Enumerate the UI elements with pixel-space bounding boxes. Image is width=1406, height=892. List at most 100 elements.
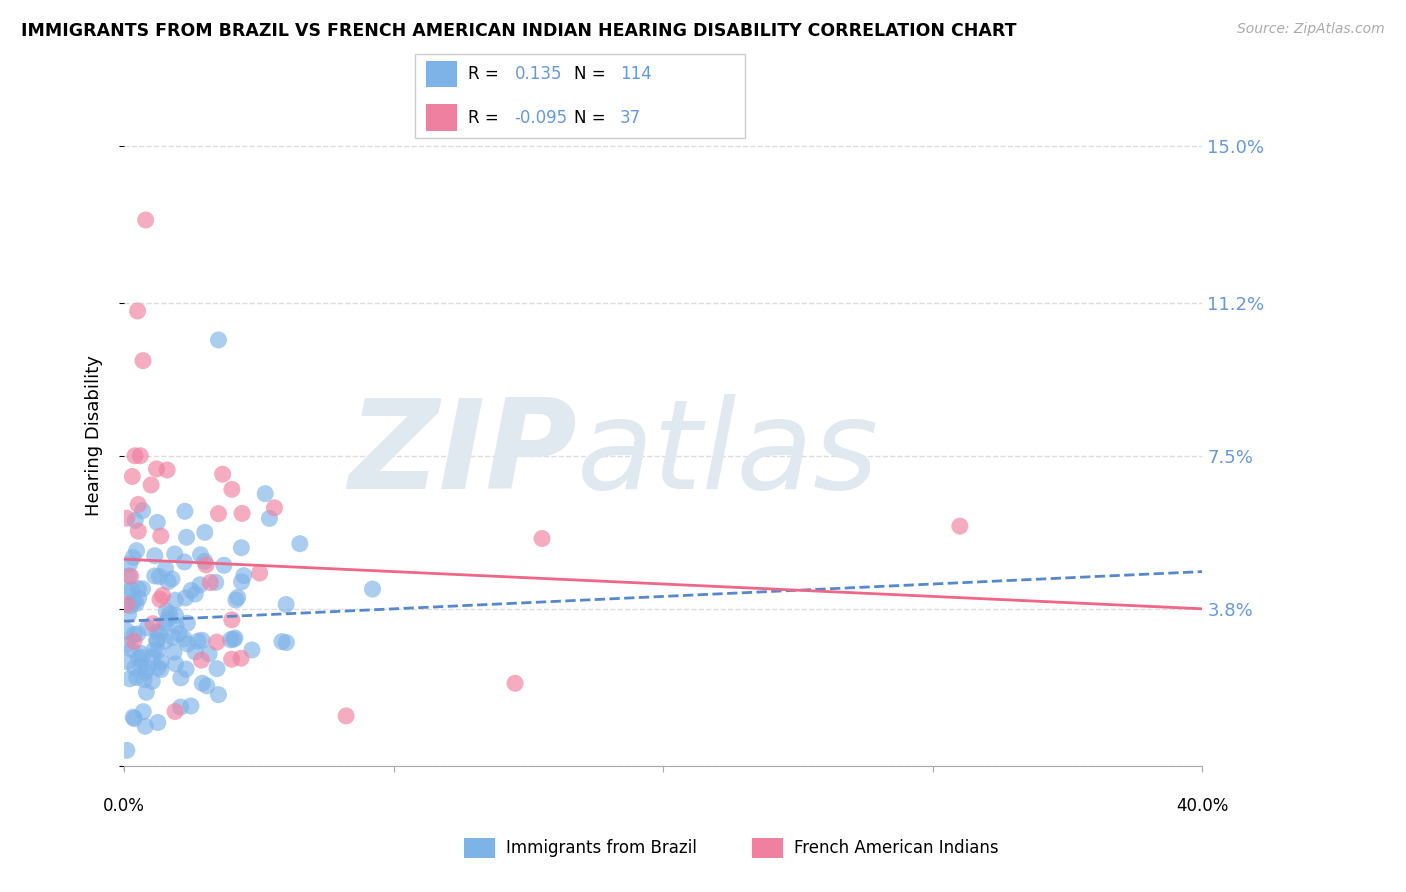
- Point: [263, 500, 285, 515]
- Point: [249, 566, 271, 580]
- Point: [115, 598, 138, 612]
- Point: [143, 642, 166, 657]
- Text: French American Indians: French American Indians: [794, 839, 1000, 857]
- Text: -0.095: -0.095: [515, 109, 568, 127]
- Point: [132, 353, 155, 368]
- Point: [157, 574, 180, 589]
- Point: [141, 674, 163, 689]
- Point: [143, 549, 166, 563]
- Point: [221, 613, 243, 627]
- Point: [127, 627, 149, 641]
- Point: [191, 676, 214, 690]
- Text: N =: N =: [574, 109, 605, 127]
- Point: [120, 569, 142, 583]
- Point: [231, 507, 253, 521]
- Point: [146, 644, 169, 658]
- Point: [163, 645, 186, 659]
- Point: [149, 529, 172, 543]
- Point: [115, 584, 138, 599]
- Point: [118, 557, 141, 571]
- Point: [125, 543, 148, 558]
- Point: [146, 660, 169, 674]
- Point: [118, 568, 141, 582]
- Point: [115, 743, 138, 757]
- Point: [122, 634, 145, 648]
- Point: [180, 698, 202, 713]
- Point: [211, 467, 233, 482]
- Point: [136, 621, 159, 635]
- Point: [163, 547, 186, 561]
- Point: [170, 671, 193, 685]
- Point: [222, 632, 245, 647]
- Point: [335, 709, 357, 723]
- Point: [231, 574, 253, 589]
- Point: [146, 516, 169, 530]
- Point: [288, 537, 311, 551]
- Point: [148, 569, 170, 583]
- Point: [240, 643, 263, 657]
- Point: [157, 612, 180, 626]
- Point: [361, 582, 384, 596]
- Point: [115, 624, 138, 638]
- Text: 114: 114: [620, 65, 652, 83]
- Text: Immigrants from Brazil: Immigrants from Brazil: [506, 839, 697, 857]
- Text: 37: 37: [620, 109, 641, 127]
- Point: [173, 632, 195, 646]
- Point: [117, 607, 139, 622]
- Point: [152, 589, 174, 603]
- Text: R =: R =: [468, 109, 499, 127]
- Point: [184, 587, 207, 601]
- Point: [135, 685, 157, 699]
- Point: [173, 555, 195, 569]
- Point: [207, 333, 229, 347]
- Point: [124, 514, 146, 528]
- Point: [127, 304, 149, 318]
- Point: [204, 575, 226, 590]
- Point: [165, 618, 187, 632]
- Point: [135, 213, 157, 227]
- Point: [205, 635, 228, 649]
- Point: [165, 608, 187, 623]
- Point: [153, 634, 176, 648]
- Point: [949, 519, 972, 533]
- Point: [219, 632, 242, 647]
- Point: [132, 705, 155, 719]
- Point: [122, 710, 145, 724]
- Point: [184, 645, 207, 659]
- Text: ZIP: ZIP: [349, 394, 576, 516]
- Point: [125, 671, 148, 685]
- Point: [174, 504, 197, 518]
- Point: [155, 604, 177, 618]
- Point: [176, 616, 198, 631]
- Point: [127, 524, 149, 538]
- Point: [131, 650, 153, 665]
- Point: [156, 463, 179, 477]
- Text: Source: ZipAtlas.com: Source: ZipAtlas.com: [1237, 22, 1385, 37]
- Point: [174, 662, 197, 676]
- Point: [139, 478, 162, 492]
- Point: [115, 638, 138, 652]
- Point: [124, 661, 146, 675]
- Point: [224, 631, 246, 645]
- Text: atlas: atlas: [576, 394, 879, 516]
- Text: N =: N =: [574, 65, 605, 83]
- Point: [136, 660, 159, 674]
- Point: [125, 597, 148, 611]
- Text: 0.135: 0.135: [515, 65, 562, 83]
- Point: [146, 633, 169, 648]
- Point: [226, 591, 249, 605]
- Point: [207, 507, 229, 521]
- Point: [190, 653, 212, 667]
- Point: [195, 679, 218, 693]
- Point: [149, 592, 172, 607]
- Point: [205, 662, 228, 676]
- Point: [155, 561, 177, 575]
- Point: [530, 532, 553, 546]
- Point: [131, 582, 153, 596]
- Point: [221, 483, 243, 497]
- Point: [121, 642, 143, 657]
- Point: [127, 582, 149, 596]
- Point: [165, 657, 187, 671]
- Point: [129, 449, 152, 463]
- Point: [195, 558, 218, 572]
